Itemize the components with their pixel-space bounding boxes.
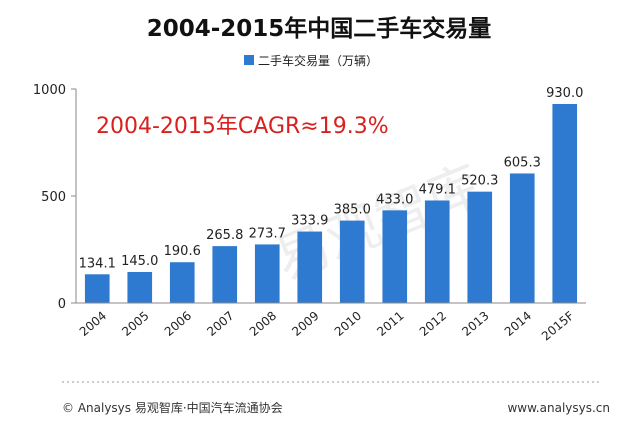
footer-url: www.analysys.cn bbox=[507, 401, 610, 415]
x-tick-label-2004: 2004 bbox=[77, 309, 109, 339]
y-tick-label: 0 bbox=[58, 297, 66, 312]
bar-2004 bbox=[84, 274, 110, 303]
x-tick-label-2012: 2012 bbox=[417, 309, 449, 339]
x-tick-label-2014: 2014 bbox=[502, 309, 534, 339]
data-label-2006: 190.6 bbox=[164, 244, 201, 259]
x-tick-label-2006: 2006 bbox=[162, 309, 194, 339]
bar-2011 bbox=[382, 210, 408, 303]
bar-2012 bbox=[424, 200, 450, 303]
y-tick-label: 500 bbox=[41, 190, 66, 205]
data-labels: 134.1 145.0 190.6 265.8 273.7 333.9 385.0 433.0… bbox=[79, 86, 584, 271]
data-label-2008: 273.7 bbox=[249, 226, 286, 241]
bar-2006 bbox=[169, 262, 195, 303]
x-axis: 2004 2005 2006 2007 2008 2009 2010 2011 2012 2013… bbox=[76, 302, 586, 344]
x-tick-label-2007: 2007 bbox=[204, 309, 236, 339]
footer-source: © Analysys 易观智库·中国汽车流通协会 bbox=[62, 400, 283, 415]
legend-swatch bbox=[244, 55, 254, 65]
bar-2008 bbox=[254, 244, 280, 303]
data-label-2007: 265.8 bbox=[206, 228, 243, 243]
bar-2010 bbox=[339, 220, 365, 303]
x-tick-label-2005: 2005 bbox=[119, 309, 151, 339]
legend: 二手车交易量（万辆） bbox=[244, 53, 378, 68]
x-tick-label-2010: 2010 bbox=[332, 309, 364, 339]
bar-2005 bbox=[127, 271, 153, 303]
bar-series bbox=[84, 103, 578, 303]
data-label-2005: 145.0 bbox=[121, 254, 158, 269]
data-label-2015F: 930.0 bbox=[546, 86, 583, 101]
legend-label: 二手车交易量（万辆） bbox=[258, 53, 378, 68]
x-tick-label-2011: 2011 bbox=[374, 309, 406, 339]
bar-2014 bbox=[509, 173, 535, 303]
x-tick-label-2008: 2008 bbox=[247, 309, 279, 339]
data-label-2010: 385.0 bbox=[334, 203, 371, 218]
x-tick-label-2013: 2013 bbox=[459, 309, 491, 339]
cagr-annotation: 2004-2015年CAGR≈19.3% bbox=[96, 114, 389, 139]
x-tick-label-2015F: 2015F bbox=[539, 309, 577, 344]
bar-2013 bbox=[467, 191, 493, 303]
data-label-2014: 605.3 bbox=[504, 155, 541, 170]
data-label-2009: 333.9 bbox=[291, 214, 328, 229]
y-axis: 0 500 1000 bbox=[33, 83, 77, 312]
x-tick-label-2009: 2009 bbox=[289, 309, 321, 339]
y-tick-label: 1000 bbox=[33, 83, 66, 98]
data-label-2012: 479.1 bbox=[419, 182, 456, 197]
data-label-2011: 433.0 bbox=[376, 192, 413, 207]
chart-title: 2004-2015年中国二手车交易量 bbox=[147, 15, 492, 42]
data-label-2013: 520.3 bbox=[461, 174, 498, 189]
bar-2007 bbox=[212, 246, 238, 303]
bar-2009 bbox=[297, 231, 323, 303]
bar-2015F bbox=[552, 103, 578, 303]
data-label-2004: 134.1 bbox=[79, 256, 116, 271]
